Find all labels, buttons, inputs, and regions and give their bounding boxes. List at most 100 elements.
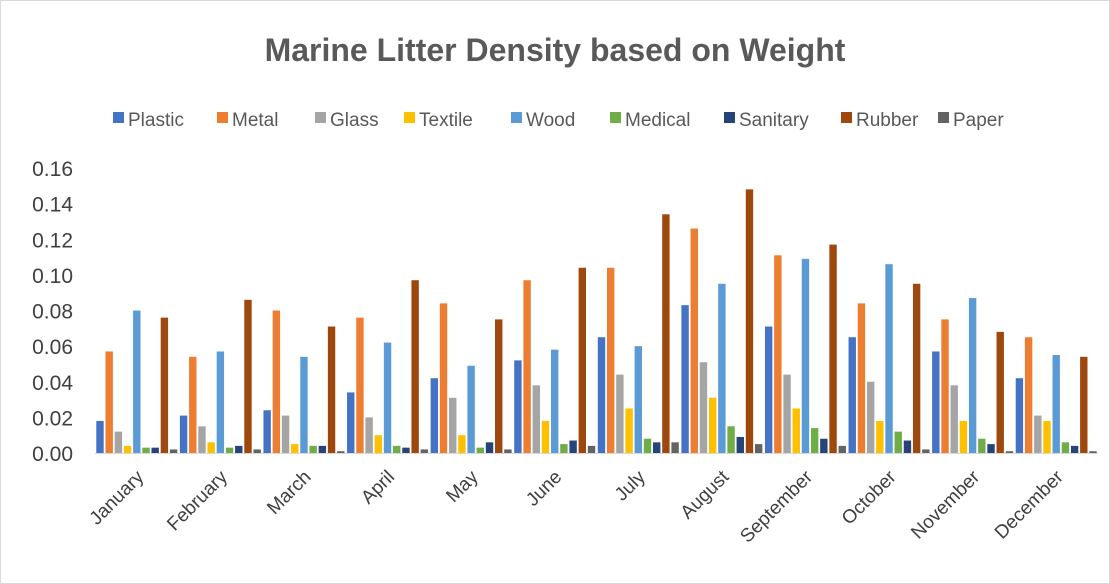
bar-paper-august bbox=[754, 444, 763, 453]
bar-textile-october bbox=[876, 420, 884, 453]
legend-label-medical: Medical bbox=[625, 110, 690, 131]
bar-textile-june bbox=[541, 420, 550, 453]
bar-glass-february bbox=[198, 426, 206, 453]
bar-textile-march bbox=[291, 444, 299, 453]
y-tick-label: 0.16 bbox=[32, 158, 73, 181]
legend-label-wood: Wood bbox=[526, 110, 575, 131]
bar-metal-october bbox=[857, 303, 866, 453]
bar-metal-june bbox=[523, 280, 531, 453]
bar-medical-october bbox=[894, 431, 902, 453]
bar-sanitary-june bbox=[569, 440, 577, 453]
bar-rubber-may bbox=[495, 319, 503, 453]
bar-metal-november bbox=[941, 319, 949, 453]
bar-medical-may bbox=[476, 447, 485, 453]
bar-textile-february bbox=[207, 442, 215, 453]
y-tick-label: 0.00 bbox=[32, 443, 73, 466]
bar-paper-october bbox=[922, 449, 930, 453]
bar-rubber-october bbox=[912, 283, 921, 453]
bar-medical-january bbox=[142, 447, 150, 453]
bar-medical-february bbox=[225, 447, 234, 453]
bar-medical-june bbox=[560, 444, 568, 453]
bar-sanitary-april bbox=[402, 447, 410, 453]
bar-rubber-january bbox=[160, 317, 169, 453]
bar-metal-september bbox=[774, 255, 782, 453]
x-axis: January February March April May June July Augu… bbox=[86, 453, 1098, 547]
y-tick-label: 0.10 bbox=[32, 265, 73, 288]
x-tick-label-july: July bbox=[611, 466, 650, 505]
bar-textile-january bbox=[123, 445, 132, 453]
bar-textile-april bbox=[374, 435, 383, 453]
bar-rubber-december bbox=[1080, 356, 1088, 453]
bar-paper-june bbox=[587, 445, 596, 453]
legend-label-glass: Glass bbox=[330, 110, 379, 131]
bar-wood-march bbox=[300, 356, 308, 453]
legend-label-rubber: Rubber bbox=[856, 110, 919, 131]
x-tick-label-march: March bbox=[263, 467, 315, 519]
bar-glass-september bbox=[783, 374, 791, 453]
bar-medical-march bbox=[309, 445, 317, 453]
legend-swatch-rubber bbox=[841, 112, 852, 123]
y-tick-label: 0.12 bbox=[32, 229, 73, 252]
bar-textile-july bbox=[625, 408, 633, 453]
legend-swatch-sanitary bbox=[724, 112, 735, 123]
bar-medical-december bbox=[1061, 442, 1070, 453]
bar-paper-may bbox=[504, 449, 512, 453]
bar-metal-august bbox=[690, 228, 698, 453]
bar-plastic-july bbox=[597, 337, 606, 453]
x-tick-label-september: September bbox=[736, 466, 817, 547]
bar-rubber-july bbox=[662, 214, 670, 453]
bar-medical-july bbox=[643, 438, 652, 453]
bar-rubber-september bbox=[829, 244, 837, 453]
legend-label-plastic: Plastic bbox=[128, 110, 184, 131]
bar-medical-august bbox=[727, 426, 735, 453]
bar-rubber-november bbox=[996, 331, 1004, 453]
bar-paper-march bbox=[337, 451, 345, 453]
bar-sanitary-may bbox=[485, 442, 494, 453]
bar-textile-may bbox=[458, 435, 466, 453]
legend-label-sanitary: Sanitary bbox=[739, 110, 809, 131]
legend-swatch-textile bbox=[404, 112, 415, 123]
legend-swatch-glass bbox=[315, 112, 326, 123]
bar-wood-april bbox=[383, 342, 392, 453]
bar-paper-december bbox=[1089, 451, 1097, 453]
bar-metal-january bbox=[105, 351, 113, 453]
bar-wood-october bbox=[885, 264, 893, 453]
bar-plastic-april bbox=[347, 392, 355, 453]
x-tick-label-december: December bbox=[991, 466, 1068, 543]
legend-label-paper: Paper bbox=[953, 110, 1004, 131]
bar-plastic-october bbox=[848, 337, 856, 453]
bar-paper-february bbox=[253, 449, 261, 453]
y-tick-label: 0.02 bbox=[32, 407, 73, 430]
bar-plastic-january bbox=[96, 420, 104, 453]
bar-rubber-march bbox=[327, 326, 336, 453]
bar-glass-march bbox=[281, 415, 290, 453]
x-tick-label-april: April bbox=[357, 467, 399, 509]
bar-glass-may bbox=[449, 397, 457, 453]
bar-sanitary-january bbox=[151, 447, 159, 453]
bar-textile-august bbox=[708, 397, 717, 453]
bar-metal-february bbox=[189, 356, 197, 453]
bar-medical-november bbox=[978, 438, 986, 453]
bar-textile-december bbox=[1043, 420, 1051, 453]
bar-plastic-september bbox=[764, 326, 773, 453]
x-tick-label-august: August bbox=[677, 466, 734, 523]
bar-wood-july bbox=[634, 346, 642, 453]
legend-swatch-medical bbox=[610, 112, 621, 123]
bar-wood-january bbox=[133, 310, 141, 453]
bar-glass-april bbox=[365, 417, 373, 453]
x-tick-label-june: June bbox=[522, 467, 566, 511]
bar-sanitary-february bbox=[235, 445, 243, 453]
bar-metal-may bbox=[439, 303, 448, 453]
legend-swatch-plastic bbox=[113, 112, 124, 123]
bar-plastic-december bbox=[1015, 378, 1024, 453]
bar-medical-april bbox=[393, 445, 401, 453]
bar-plastic-may bbox=[430, 378, 439, 453]
bar-rubber-february bbox=[244, 299, 252, 453]
bar-plastic-june bbox=[514, 360, 522, 453]
bar-plastic-august bbox=[681, 305, 689, 453]
bar-metal-april bbox=[356, 317, 364, 453]
bar-metal-july bbox=[606, 267, 615, 453]
bar-wood-june bbox=[551, 349, 559, 453]
